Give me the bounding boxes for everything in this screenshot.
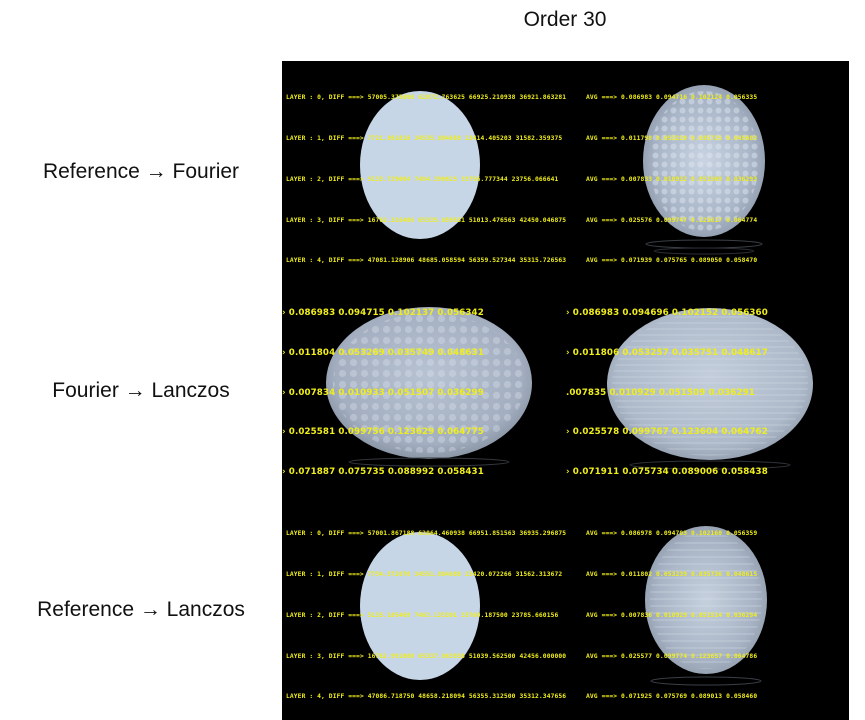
console-line: LAYER : 4, DIFF ===> 47081.128906 48685.… bbox=[286, 257, 567, 265]
reference-ellipse-2 bbox=[360, 532, 480, 680]
console-line: › 0.025578 0.099767 0.123604 0.064762 bbox=[566, 427, 768, 438]
console-line: › 0.086983 0.094696 0.102152 0.056360 bbox=[566, 308, 768, 319]
console-line: AVG ===> 0.007833 0.010932 0.051509 0.03… bbox=[586, 175, 758, 183]
console-line: › 0.086983 0.094715 0.102137 0.056342 bbox=[282, 308, 484, 319]
console-line: LAYER : 4, DIFF ===> 47086.718750 48658.… bbox=[286, 693, 567, 701]
console-line: AVG ===> 0.007836 0.010929 0.051514 0.03… bbox=[586, 611, 758, 619]
console-line: › 0.071911 0.075734 0.089006 0.058438 bbox=[566, 466, 768, 477]
figure-title: Order 30 bbox=[523, 8, 607, 31]
console-line: AVG ===> 0.071925 0.075769 0.089013 0.05… bbox=[586, 693, 758, 701]
console-line: LAYER : 2, DIFF ===> 5133.729004 7484.39… bbox=[286, 175, 559, 183]
console-line: LAYER : 2, DIFF ===> 5135.105469 7462.13… bbox=[286, 611, 559, 619]
console-line: AVG ===> 0.086983 0.094716 0.102124 0.05… bbox=[586, 94, 758, 102]
panel-3-graphics bbox=[360, 526, 767, 686]
console-line: › 0.011806 0.053257 0.035751 0.048617 bbox=[566, 348, 768, 358]
console-line: › 0.007834 0.010933 0.051507 0.036299 bbox=[282, 387, 484, 398]
console-line: .007835 0.010929 0.051509 0.036291 bbox=[566, 387, 755, 398]
panel-2-graphics bbox=[326, 307, 813, 470]
console-right-2: › 0.086983 0.094696 0.102152 0.056360 › … bbox=[566, 281, 768, 500]
console-left-2: › 0.086983 0.094715 0.102137 0.056342 › … bbox=[282, 281, 484, 500]
console-line: AVG ===> 0.011802 0.053239 0.035736 0.04… bbox=[586, 570, 758, 578]
console-line: › 0.011804 0.053269 0.035749 0.048631 bbox=[282, 348, 484, 358]
console-right-3: AVG ===> 0.086978 0.094703 0.102160 0.05… bbox=[586, 500, 757, 720]
console-left-3: LAYER : 0, DIFF ===> 57001.867188 62064.… bbox=[286, 500, 566, 720]
console-line: › 0.071887 0.075735 0.088992 0.058431 bbox=[282, 466, 484, 477]
row-label-reference-lanczos: Reference → Lanczos bbox=[37, 598, 245, 621]
console-line: › 0.025581 0.099756 0.123629 0.064775 bbox=[282, 427, 484, 438]
console-line: LAYER : 1, DIFF ===> 7721.861816 34535.8… bbox=[286, 134, 563, 142]
console-left-1: LAYER : 0, DIFF ===> 57005.375000 62072.… bbox=[286, 64, 566, 280]
panel-reference-lanczos: LAYER : 0, DIFF ===> 57001.867188 62064.… bbox=[282, 500, 849, 720]
console-line: AVG ===> 0.086978 0.094703 0.102160 0.05… bbox=[586, 530, 758, 538]
console-line: LAYER : 1, DIFF ===> 7734.372070 34551.8… bbox=[286, 570, 563, 578]
row-label-fourier-lanczos: Fourier → Lanczos bbox=[52, 379, 230, 402]
console-line: LAYER : 0, DIFF ===> 57001.867188 62064.… bbox=[286, 530, 567, 538]
panel-fourier-lanczos: › 0.086983 0.094715 0.102137 0.056342 › … bbox=[282, 280, 849, 500]
panel-1-graphics bbox=[360, 85, 765, 255]
console-line: AVG ===> 0.025577 0.099774 0.123657 0.06… bbox=[586, 652, 758, 660]
console-line: LAYER : 0, DIFF ===> 57005.375000 62072.… bbox=[286, 94, 567, 102]
console-line: AVG ===> 0.025576 0.099747 0.123617 0.06… bbox=[586, 216, 758, 224]
console-line: LAYER : 3, DIFF ===> 16762.316406 65335.… bbox=[286, 216, 567, 224]
panel-reference-fourier: LAYER : 0, DIFF ===> 57005.375000 62072.… bbox=[282, 61, 849, 280]
console-line: AVG ===> 0.011798 0.053220 0.035725 0.04… bbox=[586, 134, 758, 142]
console-line: LAYER : 3, DIFF ===> 16762.991000 65337.… bbox=[286, 652, 567, 660]
row-label-reference-fourier: Reference → Fourier bbox=[42, 160, 240, 183]
console-line: AVG ===> 0.071939 0.075765 0.089050 0.05… bbox=[586, 257, 758, 265]
reference-ellipse bbox=[360, 91, 480, 239]
console-right-1: AVG ===> 0.086983 0.094716 0.102124 0.05… bbox=[586, 64, 757, 280]
